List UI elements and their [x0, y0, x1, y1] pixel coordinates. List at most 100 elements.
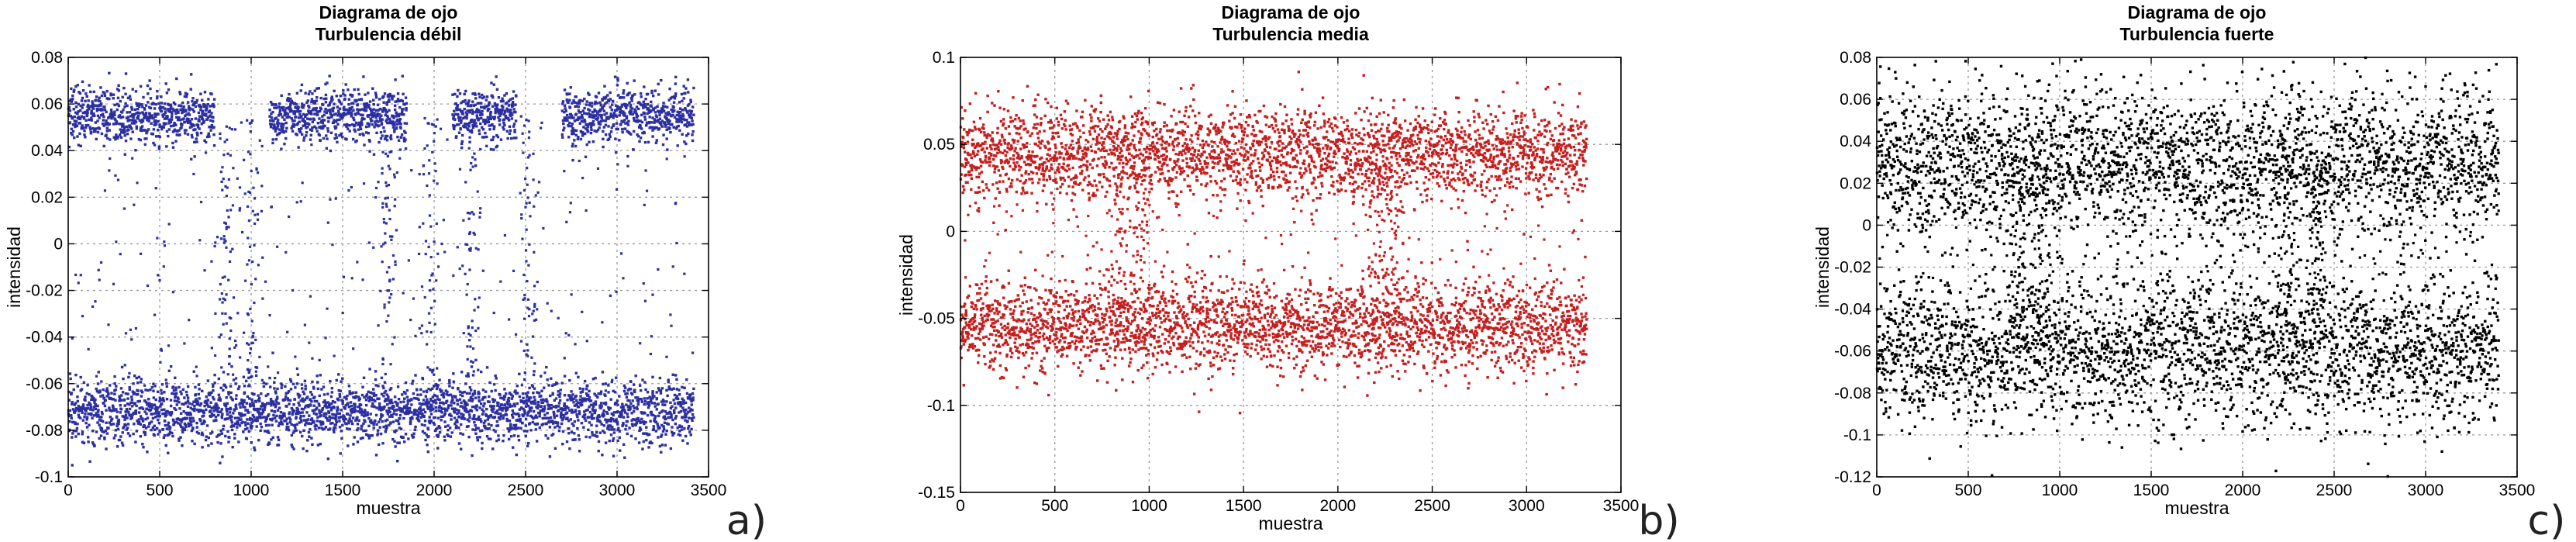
data-point [197, 392, 200, 396]
data-point [202, 105, 205, 109]
data-point [459, 116, 462, 119]
data-point [491, 94, 494, 98]
data-point [657, 120, 660, 123]
data-point [149, 404, 153, 408]
data-point [307, 92, 311, 96]
data-point [482, 421, 486, 425]
data-point [612, 116, 615, 119]
data-point [310, 100, 313, 104]
data-point [85, 416, 89, 419]
data-point [663, 122, 667, 126]
data-point [71, 408, 75, 411]
data-point [303, 379, 307, 383]
data-point [543, 413, 547, 416]
data-point [378, 112, 381, 116]
data-point [235, 394, 238, 397]
data-point [81, 406, 85, 409]
data-point [388, 98, 391, 102]
data-point [134, 90, 138, 93]
data-point [625, 115, 629, 118]
data-point [563, 375, 567, 378]
data-point [353, 436, 356, 439]
data-point [488, 426, 491, 430]
data-point [318, 117, 321, 120]
data-point [643, 397, 646, 400]
data-point [353, 118, 356, 122]
data-point [546, 302, 549, 305]
data-point [665, 429, 668, 433]
data-point [438, 430, 442, 434]
data-point [667, 381, 670, 384]
data-point [452, 126, 456, 129]
data-point [338, 395, 342, 399]
data-point [333, 354, 336, 357]
data-point [468, 386, 471, 389]
data-point [471, 118, 474, 122]
data-point [333, 401, 336, 404]
data-point [178, 423, 182, 426]
data-point [109, 157, 112, 161]
data-point [195, 430, 198, 434]
data-point [153, 433, 156, 437]
data-point [649, 419, 652, 423]
data-point [595, 95, 598, 98]
data-point [148, 112, 151, 115]
data-point [336, 408, 340, 411]
data-point [133, 108, 136, 112]
data-point [418, 412, 422, 415]
data-point [504, 114, 508, 118]
data-point [145, 412, 148, 416]
data-point [481, 441, 484, 445]
data-point [658, 411, 661, 415]
data-point [103, 108, 107, 112]
data-point [569, 418, 573, 421]
data-point [250, 401, 254, 404]
data-point [203, 420, 206, 423]
data-point [130, 401, 134, 405]
data-point [468, 111, 471, 114]
data-point [98, 389, 102, 392]
data-point [347, 112, 350, 115]
data-point [238, 413, 242, 416]
data-point [273, 123, 276, 126]
data-point [490, 424, 493, 427]
data-point [388, 117, 391, 121]
data-point [160, 383, 164, 386]
data-point [130, 416, 134, 419]
data-point [442, 219, 445, 222]
data-point [68, 409, 72, 413]
data-point [268, 402, 271, 406]
data-point [346, 394, 349, 398]
data-point [288, 421, 292, 424]
data-point [96, 114, 100, 118]
data-point [167, 88, 171, 91]
data-point [144, 388, 147, 392]
data-point [112, 97, 115, 100]
data-point [351, 102, 355, 105]
data-point [495, 419, 499, 423]
data-point [100, 416, 103, 419]
data-point [138, 406, 141, 410]
data-point [564, 408, 567, 412]
data-point [321, 126, 325, 129]
data-point [434, 402, 438, 405]
data-point [295, 382, 299, 385]
data-point [588, 410, 592, 414]
data-point [570, 124, 573, 128]
data-point [233, 346, 236, 349]
data-point [185, 393, 189, 397]
data-point [236, 387, 240, 391]
data-point [404, 412, 407, 416]
data-point [278, 422, 281, 426]
data-point [309, 422, 312, 426]
data-point [188, 126, 192, 129]
data-point [275, 397, 279, 400]
data-point [665, 117, 668, 121]
data-point [391, 120, 395, 123]
data-point [583, 410, 586, 413]
data-point [311, 109, 315, 112]
data-point [120, 365, 124, 369]
data-point [452, 115, 456, 118]
data-point [299, 116, 302, 119]
data-point [187, 424, 191, 428]
